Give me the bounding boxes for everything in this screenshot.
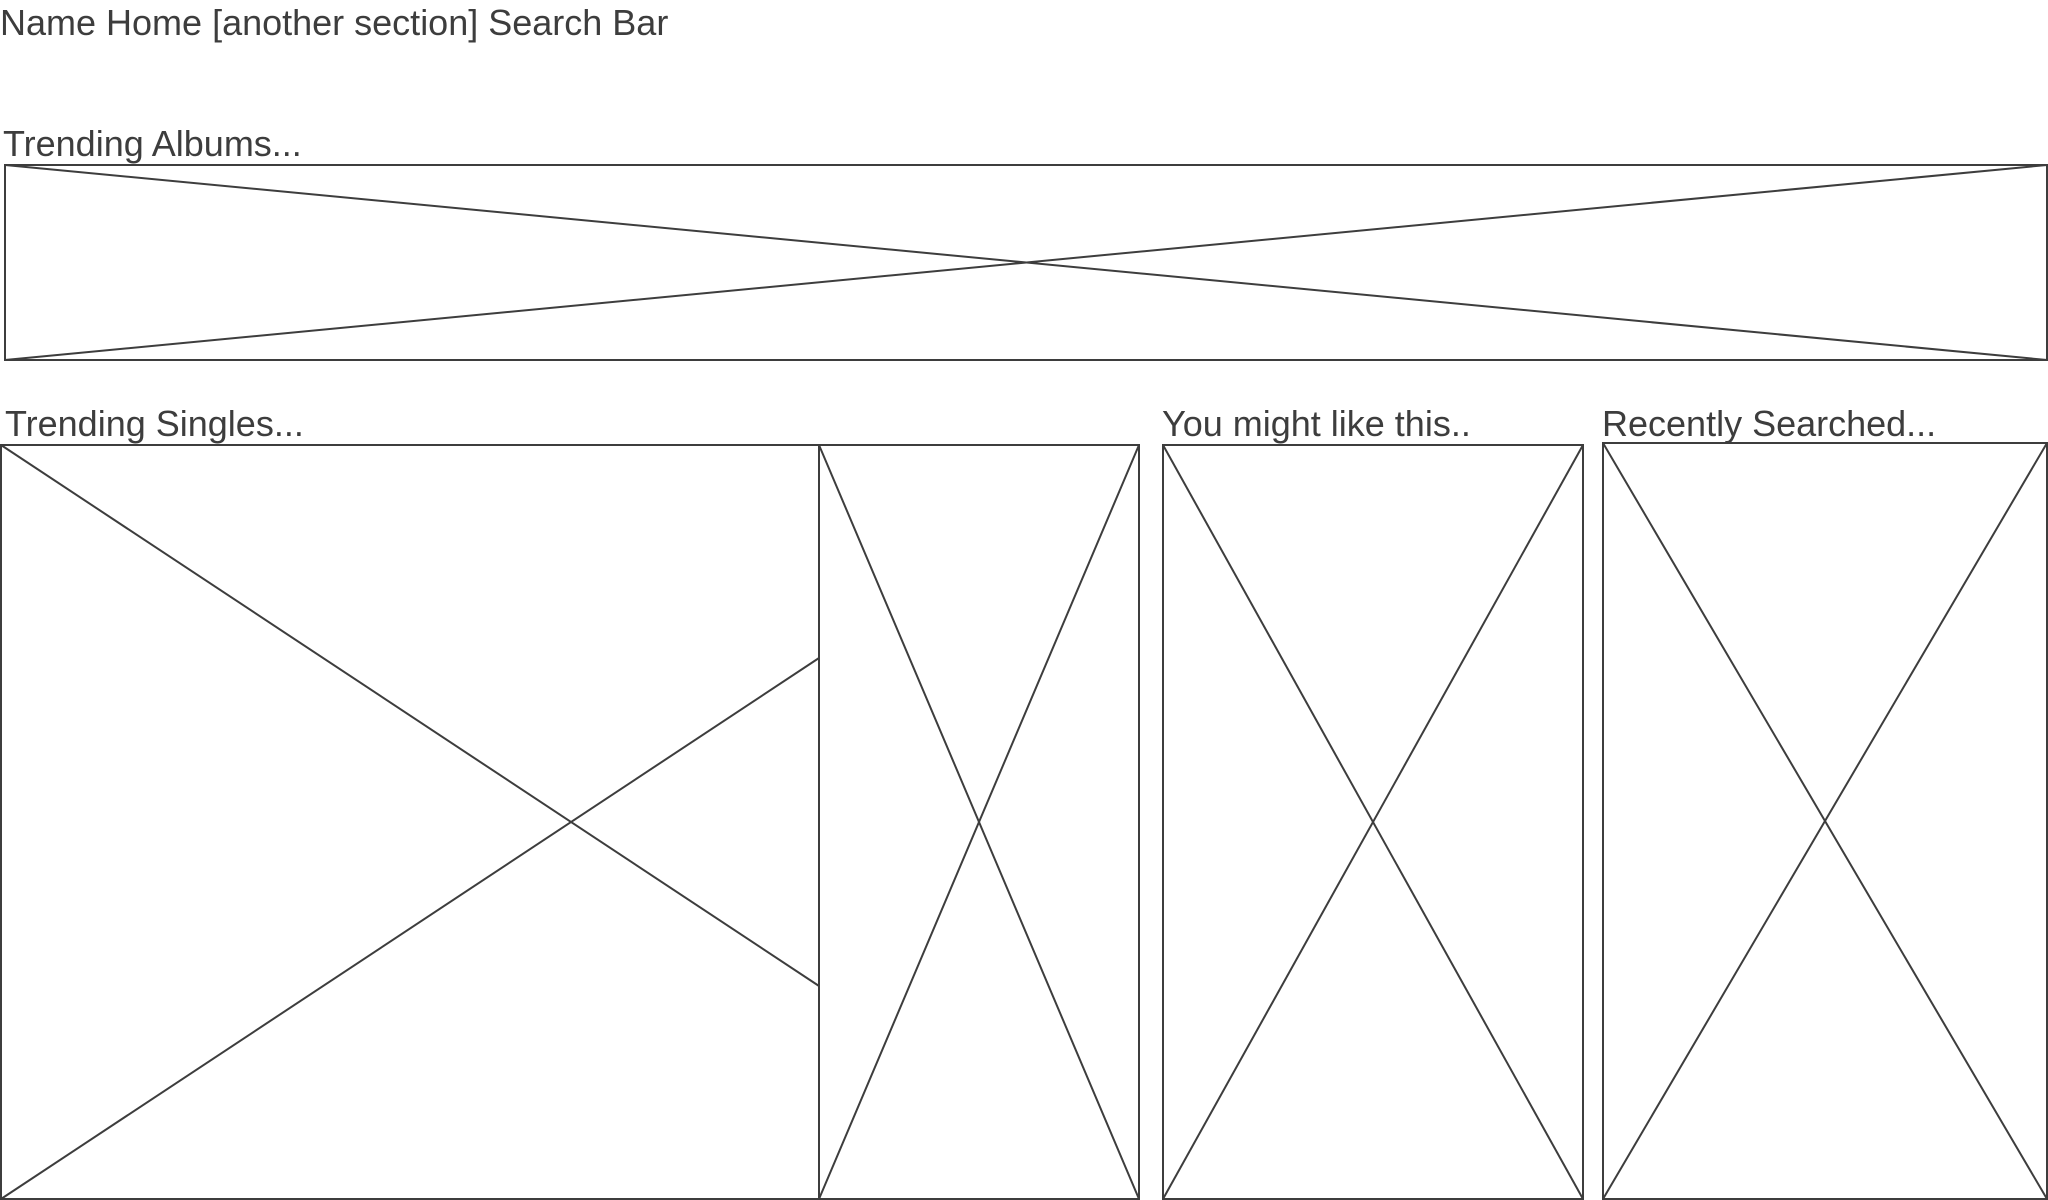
recently-searched-title: Recently Searched... [1602, 403, 1937, 444]
top-nav-text[interactable]: Name Home [another section] Search Bar [0, 2, 669, 43]
trending-singles-main-placeholder[interactable] [0, 444, 820, 1200]
you-might-like-placeholder[interactable] [1162, 444, 1584, 1200]
trending-albums-placeholder[interactable] [4, 164, 2048, 361]
trending-singles-side-placeholder[interactable] [818, 444, 1140, 1200]
you-might-like-title: You might like this.. [1162, 403, 1471, 444]
recently-searched-placeholder[interactable] [1602, 442, 2048, 1200]
trending-singles-title: Trending Singles... [5, 403, 304, 444]
trending-albums-title: Trending Albums... [3, 123, 302, 164]
